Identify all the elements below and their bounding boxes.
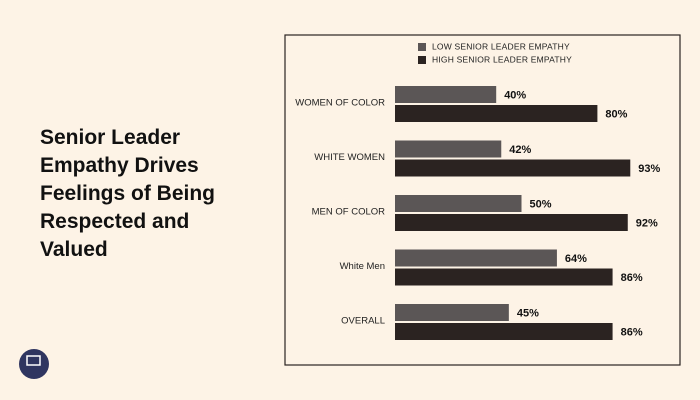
value-label: 93%: [638, 163, 660, 175]
value-label: 42%: [509, 144, 531, 156]
value-label: 80%: [605, 108, 627, 120]
bar: [395, 249, 557, 267]
value-label: 45%: [517, 307, 539, 319]
legend-swatch: [418, 56, 426, 64]
chart-frame: [284, 34, 681, 366]
category-label: WOMEN OF COLOR: [295, 98, 385, 109]
chart-title: Senior Leader Empathy Drives Feelings of…: [40, 126, 216, 261]
bar: [395, 140, 502, 158]
bar: [395, 159, 631, 177]
value-label: 50%: [530, 198, 552, 210]
category-label: OVERALL: [341, 316, 385, 327]
legend-label: HIGH SENIOR LEADER EMPATHY: [432, 54, 572, 64]
legend-label: LOW SENIOR LEADER EMPATHY: [432, 41, 570, 51]
bar: [395, 86, 497, 103]
logo-icon: [26, 355, 41, 366]
bar: [395, 214, 628, 231]
bar: [395, 323, 613, 340]
category-label: White Men: [340, 261, 385, 272]
bar: [395, 268, 613, 286]
value-label: 86%: [621, 326, 643, 338]
value-label: 86%: [621, 272, 643, 284]
legend-swatch: [418, 43, 426, 51]
logo: [19, 349, 49, 379]
value-label: 92%: [636, 217, 658, 229]
value-label: 40%: [504, 89, 526, 101]
bar: [395, 195, 522, 212]
category-label: WHITE WOMEN: [314, 152, 385, 163]
category-label: MEN OF COLOR: [312, 207, 386, 218]
value-label: 64%: [565, 253, 587, 265]
bar: [395, 105, 598, 122]
bar: [395, 304, 509, 321]
